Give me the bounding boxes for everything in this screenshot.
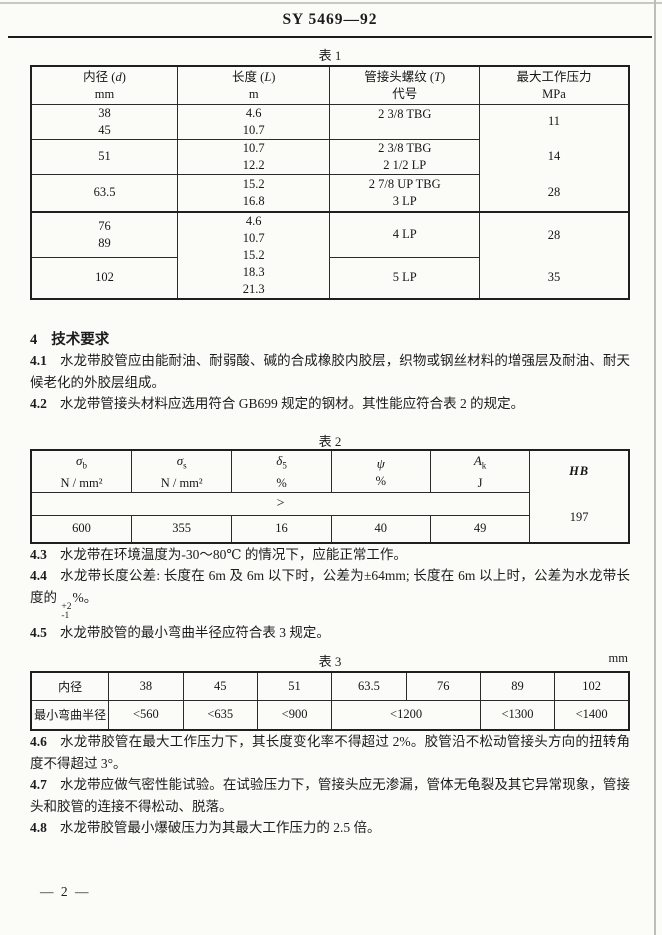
table-cell: 45	[182, 671, 258, 701]
table-cell: 11	[478, 103, 630, 139]
table-cell: 38	[108, 671, 184, 701]
table3-row2-label: 最小弯曲半径	[30, 699, 110, 731]
page-number: — 2 —	[40, 884, 91, 899]
table-cell: 2 7/8 UP TBG 3 LP	[329, 173, 480, 213]
table-cell: 76	[405, 671, 481, 701]
header-rule	[8, 36, 652, 38]
table-cell: 2 3/8 TBG 2 1/2 LP	[329, 138, 480, 175]
table1-row: 102 5 LP 35	[30, 256, 630, 300]
clause-4-6: 4.6 水龙带胶管在最大工作压力下，其长度变化率不得超过 2%。胶管沿不松动管接头…	[30, 734, 630, 771]
table-2: σb N / mm² σs N / mm² δ5 % ψ % Ak J	[30, 448, 630, 544]
table1-row: 38 45 4.6 10.7 2 3/8 TBG 11	[30, 103, 630, 140]
table-cell: 600	[30, 514, 132, 544]
table-cell: 40	[330, 514, 431, 544]
table1-header-diameter: 内径 (d) mm	[30, 65, 178, 105]
table-cell: 76 89	[30, 211, 178, 258]
not-less-than-symbol: >	[30, 491, 531, 516]
table-cell: 15.2 16.8	[176, 173, 331, 213]
table-cell: <1300	[479, 699, 556, 731]
table2-header-row: σb N / mm² σs N / mm² δ5 % ψ % Ak J	[30, 449, 630, 543]
table2-caption: 表 2	[318, 433, 342, 449]
page-content: SY 5469—92 表 1 内径 (d) mm 长度 (L) m 管接头螺纹 …	[30, 0, 630, 839]
section-4-heading: 4 技术要求	[30, 332, 110, 348]
table-cell: 4.6 10.7	[176, 103, 331, 140]
scan-edge-top	[0, 2, 662, 4]
table-cell: <560	[108, 699, 184, 731]
table-cell: 2 3/8 TBG	[329, 103, 480, 140]
table-3: 内径 38 45 51 63.5 76 89 102 最小弯曲半径 <560 <…	[30, 671, 630, 731]
table3-caption-row: 表 3 mm	[30, 651, 630, 669]
table2-header-psi: ψ %	[330, 449, 431, 493]
table-cell: 35	[478, 257, 630, 300]
table1-header-thread: 管接头螺纹 (T) 代号	[329, 65, 480, 105]
table-cell: 49	[429, 514, 531, 544]
clause-4-5: 4.5 水龙带胶管的最小弯曲半径应符合表 3 规定。	[30, 624, 330, 640]
table2-ge-row: >	[30, 491, 629, 516]
table3-row1-label: 内径	[30, 671, 110, 701]
table2-hb-cell: HB 197	[529, 449, 630, 543]
table-cell: 51	[256, 671, 333, 701]
table-cell-merged: <1200	[331, 699, 481, 731]
clause-4-8: 4.8 水龙带胶管最小爆破压力为其最大工作压力的 2.5 倍。	[30, 820, 381, 835]
scan-edge-right	[654, 0, 656, 935]
clause-4-3: 4.3 水龙带在环境温度为-30～80℃ 的情况下，应能正常工作。	[30, 546, 407, 562]
table1-header-row: 内径 (d) mm 长度 (L) m 管接头螺纹 (T) 代号 最大工作压力 M…	[30, 65, 630, 105]
table-cell: 5 LP	[329, 256, 480, 300]
table1-row: 63.5 15.2 16.8 2 7/8 UP TBG 3 LP 28	[30, 173, 630, 213]
table1-row: 76 89 4.6 10.7 15.2 18.3 21.3 4 LP 28	[30, 211, 630, 300]
table1-caption: 表 1	[318, 48, 342, 63]
table-cell: 14	[478, 139, 630, 174]
clause-4-7: 4.7 水龙带应做气密性能试验。在试验压力下，管接头应无渗漏，管体无龟裂及其它异常…	[30, 777, 630, 814]
clause-4-4: 4.4 水龙带长度公差: 长度在 6m 及 6m 以下时，公差为±64mm; 长度…	[30, 568, 630, 621]
tolerance-fraction: +2 -1	[61, 601, 72, 621]
table-cell: 355	[130, 514, 233, 544]
table1-header-pressure: 最大工作压力 MPa	[478, 65, 630, 105]
table-cell: 28	[478, 174, 630, 213]
table2-header-sigma-s: σs N / mm²	[130, 449, 233, 493]
table-cell: 63.5	[30, 173, 178, 213]
table2-header-sigma-b: σb N / mm²	[30, 449, 132, 493]
clause-4-2: 4.2 水龙带管接头材料应选用符合 GB699 规定的钢材。其性能应符合表 2 的…	[30, 396, 525, 411]
table3-caption: 表 3	[318, 654, 342, 669]
table-cell: <635	[182, 699, 258, 731]
doc-number: SY 5469—92	[282, 11, 378, 28]
table-cell: 89	[479, 671, 556, 701]
table-cell: 63.5	[331, 671, 407, 701]
table2-header-ak: Ak J	[429, 449, 531, 493]
clause-4-1: 4.1 水龙带胶管应由能耐油、耐弱酸、碱的合成橡胶内胶层，织物或钢丝材料的增强层及…	[30, 353, 630, 390]
table1-row: 51 10.7 12.2 2 3/8 TBG 2 1/2 LP 14	[30, 138, 630, 175]
table-cell: 51	[30, 138, 178, 175]
table1-header-length: 长度 (L) m	[176, 65, 331, 105]
table-cell: 28	[478, 211, 630, 257]
table-cell: <900	[256, 699, 333, 731]
table-cell: <1400	[554, 699, 630, 731]
table-cell: 102	[554, 671, 630, 701]
table-cell: 10.7 12.2	[176, 138, 331, 175]
table3-unit-label: mm	[608, 651, 628, 665]
table-cell-merged-lengths: 4.6 10.7 15.2 18.3 21.3	[176, 211, 331, 300]
table-cell: 38 45	[30, 103, 178, 140]
table-cell: 16	[231, 514, 332, 544]
table2-values-row: 600 355 16 40 49	[30, 514, 629, 544]
table-1: 内径 (d) mm 长度 (L) m 管接头螺纹 (T) 代号 最大工作压力 M…	[30, 65, 630, 300]
table-cell: 4 LP	[329, 211, 480, 258]
table2-header-delta5: δ5 %	[231, 449, 332, 493]
table3-diameter-row: 内径 38 45 51 63.5 76 89 102	[30, 671, 630, 701]
table-cell: 102	[30, 257, 178, 300]
table3-radius-row: 最小弯曲半径 <560 <635 <900 <1200 <1300 <1400	[30, 699, 630, 731]
